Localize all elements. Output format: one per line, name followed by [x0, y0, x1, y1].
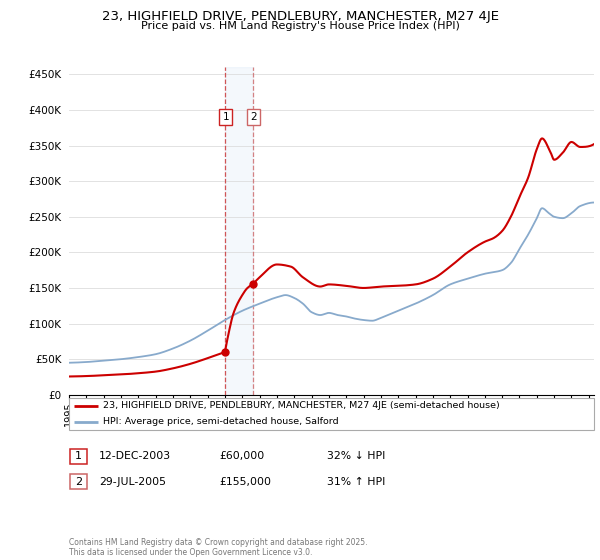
- FancyBboxPatch shape: [70, 474, 87, 489]
- Text: Contains HM Land Registry data © Crown copyright and database right 2025.
This d: Contains HM Land Registry data © Crown c…: [69, 538, 367, 557]
- Text: 1: 1: [223, 112, 229, 122]
- Text: £155,000: £155,000: [219, 477, 271, 487]
- Text: 12-DEC-2003: 12-DEC-2003: [99, 451, 171, 461]
- Text: 23, HIGHFIELD DRIVE, PENDLEBURY, MANCHESTER, M27 4JE (semi-detached house): 23, HIGHFIELD DRIVE, PENDLEBURY, MANCHES…: [103, 401, 500, 410]
- Text: 23, HIGHFIELD DRIVE, PENDLEBURY, MANCHESTER, M27 4JE: 23, HIGHFIELD DRIVE, PENDLEBURY, MANCHES…: [101, 10, 499, 23]
- Text: £60,000: £60,000: [219, 451, 264, 461]
- Text: 1: 1: [75, 451, 82, 461]
- Text: HPI: Average price, semi-detached house, Salford: HPI: Average price, semi-detached house,…: [103, 417, 339, 427]
- Text: 2: 2: [250, 112, 257, 122]
- Bar: [225, 67, 253, 395]
- Text: 29-JUL-2005: 29-JUL-2005: [99, 477, 166, 487]
- FancyBboxPatch shape: [70, 449, 87, 464]
- Text: 32% ↓ HPI: 32% ↓ HPI: [327, 451, 385, 461]
- Text: 2: 2: [75, 477, 82, 487]
- Text: Price paid vs. HM Land Registry's House Price Index (HPI): Price paid vs. HM Land Registry's House …: [140, 21, 460, 31]
- Text: 31% ↑ HPI: 31% ↑ HPI: [327, 477, 385, 487]
- FancyBboxPatch shape: [69, 398, 594, 430]
